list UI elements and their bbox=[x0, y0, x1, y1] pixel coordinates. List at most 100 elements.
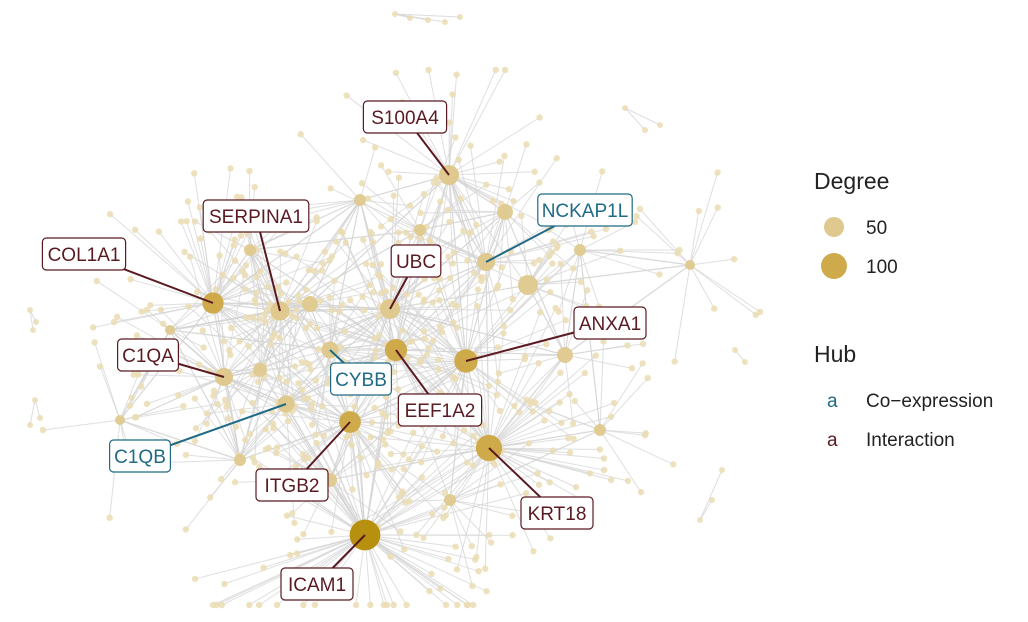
leaf-node bbox=[546, 479, 553, 486]
leaf-node bbox=[535, 360, 542, 367]
leaf-node bbox=[656, 271, 663, 278]
legend-coexpression-label: Co−expression bbox=[866, 391, 993, 412]
leaf-node bbox=[369, 261, 376, 269]
leaf-node bbox=[425, 66, 432, 74]
leaf-node bbox=[248, 371, 256, 378]
hub-label-icam1: ICAM1 bbox=[280, 567, 354, 601]
network-edge bbox=[449, 360, 467, 501]
leaf-node bbox=[454, 324, 461, 331]
leaf-node bbox=[388, 466, 395, 473]
leaf-node bbox=[407, 15, 413, 21]
legend-interaction-label: Interaction bbox=[866, 430, 955, 451]
leaf-node bbox=[371, 354, 379, 361]
network-edge bbox=[395, 349, 490, 387]
leaf-node bbox=[311, 601, 319, 609]
leaf-node bbox=[273, 601, 281, 609]
leaf-node bbox=[271, 330, 278, 338]
network-edge bbox=[359, 147, 376, 201]
network-edge bbox=[689, 207, 719, 266]
network-edge bbox=[448, 171, 535, 176]
leaf-node bbox=[518, 212, 525, 220]
hub-label-eef1a2: EEF1A2 bbox=[397, 393, 483, 427]
leaf-node bbox=[357, 454, 364, 461]
network-edge bbox=[212, 256, 297, 304]
hub-label-box bbox=[573, 306, 647, 340]
leaf-node bbox=[535, 481, 543, 488]
leaf-node bbox=[284, 417, 292, 425]
leaf-node bbox=[460, 427, 468, 434]
network-edge bbox=[212, 302, 351, 423]
leaf-node bbox=[572, 483, 580, 491]
network-edge bbox=[329, 479, 401, 532]
hub-label-text: SERPINA1 bbox=[209, 207, 303, 228]
network-edge bbox=[689, 258, 735, 266]
network-edge bbox=[488, 447, 605, 471]
network-edge bbox=[223, 308, 391, 378]
leaf-node bbox=[500, 322, 507, 330]
leaf-node bbox=[230, 274, 237, 282]
leaf-node bbox=[452, 543, 459, 550]
network-edge bbox=[349, 360, 467, 423]
leaf-node bbox=[392, 69, 400, 76]
leaf-node bbox=[470, 269, 478, 276]
leaf-node bbox=[242, 262, 250, 269]
leaf-node bbox=[392, 11, 398, 17]
hub-node bbox=[414, 224, 426, 236]
leaf-node bbox=[553, 155, 560, 162]
leaf-node bbox=[469, 582, 476, 590]
leaf-node bbox=[463, 459, 471, 466]
leaf-node bbox=[523, 141, 530, 148]
network-edge bbox=[485, 157, 558, 263]
leaf-node bbox=[294, 550, 301, 557]
network-edge bbox=[599, 429, 674, 465]
leaf-node bbox=[600, 466, 608, 474]
leaf-node bbox=[421, 276, 428, 283]
network-edge bbox=[465, 360, 562, 424]
hub-label-anxa1: ANXA1 bbox=[573, 306, 647, 340]
network-edge bbox=[514, 354, 566, 407]
network-edge bbox=[624, 107, 646, 131]
hub-label-cybb: CYBB bbox=[330, 362, 393, 396]
leaf-node bbox=[293, 314, 301, 322]
leaf-node bbox=[363, 472, 370, 479]
leaf-node bbox=[507, 307, 514, 314]
leaf-node bbox=[380, 601, 388, 609]
leaf-node bbox=[417, 209, 424, 217]
network-edge bbox=[674, 264, 691, 362]
network-edge bbox=[436, 177, 487, 263]
leaf-node bbox=[143, 400, 151, 408]
leaf-node bbox=[400, 451, 407, 458]
leaf-node bbox=[110, 318, 118, 326]
leaf-node bbox=[639, 360, 646, 367]
network-edge bbox=[689, 210, 700, 266]
leaf-node bbox=[214, 400, 221, 408]
leaf-node bbox=[404, 355, 411, 362]
hub-node bbox=[594, 424, 606, 436]
leaf-node bbox=[27, 422, 33, 428]
leaf-node bbox=[425, 344, 432, 351]
leaf-node bbox=[318, 267, 326, 274]
hub-label-col1a1: COL1A1 bbox=[41, 237, 127, 271]
leaf-node bbox=[370, 239, 377, 246]
leaf-node bbox=[255, 601, 263, 609]
leaf-node bbox=[607, 476, 615, 484]
leaf-node bbox=[273, 444, 281, 451]
leaf-node bbox=[426, 236, 433, 244]
leaf-node bbox=[406, 202, 414, 209]
leaf-node bbox=[423, 351, 431, 358]
network-edge bbox=[409, 499, 451, 502]
leaf-node bbox=[516, 408, 523, 416]
leaf-node bbox=[223, 403, 230, 411]
leaf-node bbox=[450, 373, 457, 380]
network-edge bbox=[371, 233, 391, 310]
leaf-node bbox=[632, 218, 639, 226]
leaf-node bbox=[89, 324, 97, 331]
leaf-node bbox=[264, 283, 271, 291]
network-edge bbox=[329, 434, 350, 481]
leaf-node bbox=[224, 415, 232, 422]
network-edge bbox=[364, 422, 440, 536]
network-edge bbox=[169, 329, 241, 461]
network-edge bbox=[185, 459, 241, 530]
hub-node bbox=[244, 244, 256, 256]
leaf-node bbox=[505, 186, 513, 193]
